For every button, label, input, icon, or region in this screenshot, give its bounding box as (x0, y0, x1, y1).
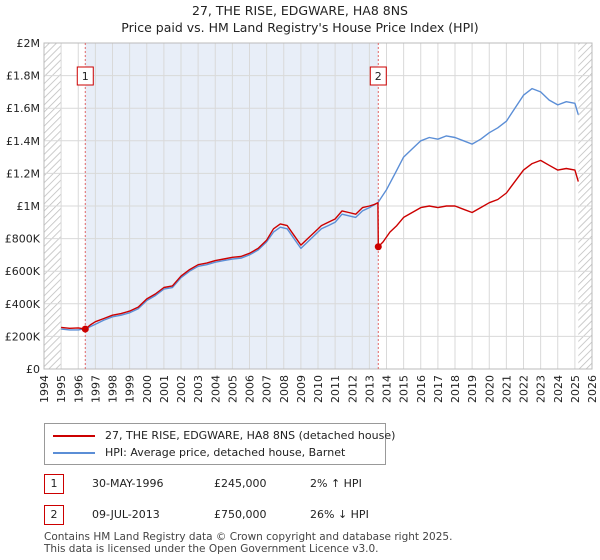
sale-label-number: 2 (375, 70, 382, 83)
legend-label-property: 27, THE RISE, EDGWARE, HA8 8NS (detached… (105, 429, 396, 442)
x-tick-label: 2004 (209, 375, 222, 403)
x-tick-label: 2017 (432, 375, 445, 403)
x-tick-label: 2000 (141, 375, 154, 403)
x-tick-label: 1996 (72, 375, 85, 403)
x-tick-label: 2016 (415, 375, 428, 403)
y-tick-label: £800K (5, 233, 41, 246)
x-tick-label: 2018 (449, 375, 462, 403)
x-tick-label: 2025 (569, 375, 582, 403)
x-tick-label: 2019 (466, 375, 479, 403)
sale-number-badge: 2 (44, 505, 64, 525)
legend-line-hpi (53, 452, 95, 454)
sale-price: £750,000 (214, 508, 267, 521)
x-tick-label: 2007 (261, 375, 274, 403)
footer-line-2: This data is licensed under the Open Gov… (44, 543, 379, 555)
sale-hpi-change: 26% ↓ HPI (310, 508, 369, 521)
y-tick-label: £600K (5, 265, 41, 278)
x-tick-label: 2008 (278, 375, 291, 403)
x-tick-label: 2022 (518, 375, 531, 403)
y-tick-label: £0 (26, 363, 40, 376)
x-tick-label: 2020 (483, 375, 496, 403)
plot-border (43, 42, 593, 370)
chart-subtitle: Price paid vs. HM Land Registry's House … (121, 20, 479, 35)
y-tick-label: £1M (17, 200, 41, 213)
footer-line-1: Contains HM Land Registry data © Crown c… (44, 531, 453, 543)
x-tick-label: 2013 (363, 375, 376, 403)
y-tick-label: £2M (17, 37, 41, 50)
y-tick-label: £1.4M (6, 135, 40, 148)
sale-label-box (76, 66, 94, 86)
sale-date: 30-MAY-1996 (92, 477, 164, 490)
x-tick-label: 2011 (329, 375, 342, 403)
legend-line-property (53, 435, 95, 437)
x-tick-label: 1995 (55, 375, 68, 403)
y-tick-label: £400K (5, 298, 41, 311)
x-tick-label: 2014 (381, 375, 394, 403)
x-tick-label: 2023 (535, 375, 548, 403)
sale-label-number: 1 (82, 70, 89, 83)
price-chart: £0 £200K £400K £600K £800K £1M £1.2M £1.4M £1.6M… (5, 37, 599, 403)
x-tick-label: 1999 (124, 375, 137, 403)
x-tick-label: 1994 (38, 375, 51, 403)
x-tick-label: 2021 (500, 375, 513, 403)
x-tick-label: 2015 (398, 375, 411, 403)
x-tick-label: 2010 (312, 375, 325, 403)
sale-point (374, 243, 382, 251)
sale-number-badge: 1 (44, 474, 64, 494)
series-line-property (61, 159, 579, 330)
x-tick-label: 2002 (175, 375, 188, 403)
sale-hpi-change: 2% ↑ HPI (310, 477, 362, 490)
y-tick-label: £1.2M (6, 167, 40, 180)
y-tick-label: £1.8M (6, 70, 40, 83)
sale-price: £245,000 (214, 477, 267, 490)
x-tick-label: 2012 (346, 375, 359, 403)
x-tick-label: 2005 (226, 375, 239, 403)
chart-title: 27, THE RISE, EDGWARE, HA8 8NS (192, 3, 408, 18)
series-line-hpi (61, 87, 579, 331)
x-tick-label: 2001 (158, 375, 171, 403)
x-tick-label: 1997 (89, 375, 102, 403)
chart-legend: 27, THE RISE, EDGWARE, HA8 8NS (detached… (44, 423, 395, 465)
legend-label-hpi: HPI: Average price, detached house, Barn… (105, 446, 346, 459)
sale-label-box (369, 66, 387, 86)
sale-date: 09-JUL-2013 (92, 508, 160, 521)
x-tick-label: 2003 (192, 375, 205, 403)
x-tick-label: 2026 (586, 375, 599, 403)
sale-point (81, 325, 89, 333)
x-tick-label: 2024 (552, 375, 565, 403)
x-tick-label: 2009 (295, 375, 308, 403)
y-tick-label: £200K (5, 330, 41, 343)
y-tick-label: £1.6M (6, 102, 40, 115)
x-tick-label: 2006 (244, 375, 257, 403)
x-tick-label: 1998 (107, 375, 120, 403)
footer-attribution: Contains HM Land Registry data © Crown c… (44, 531, 452, 555)
